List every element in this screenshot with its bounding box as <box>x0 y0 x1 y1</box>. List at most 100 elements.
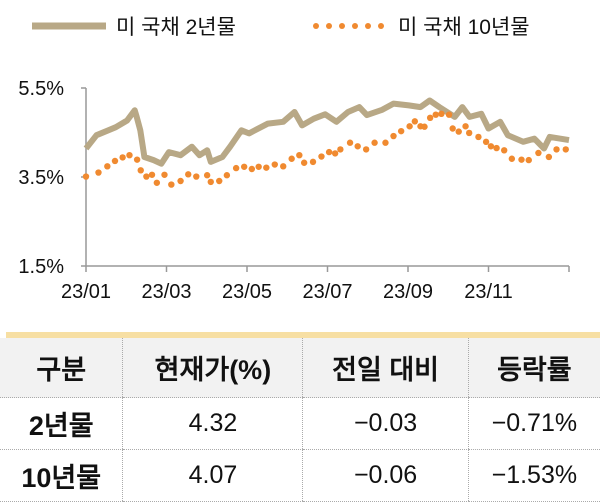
change-value: −0.03 <box>302 397 469 450</box>
table-row: 2년물 4.32 −0.03 −0.71% <box>0 397 600 450</box>
header-cell: 전일 대비 <box>302 338 469 398</box>
change-value: −0.06 <box>302 449 469 502</box>
chart-legend: 미 국채 2년물 미 국채 10년물 <box>0 10 600 42</box>
data-point-10y <box>232 164 240 172</box>
data-point-10y <box>455 128 462 135</box>
table-top-band <box>6 332 600 338</box>
data-point-10y <box>248 165 256 173</box>
y-tick-label: 1.5% <box>18 256 64 278</box>
data-point-10y <box>331 150 339 157</box>
data-point-10y <box>288 155 295 162</box>
x-tick-label: 23/07 <box>302 281 352 303</box>
data-point-10y <box>500 147 508 154</box>
data-point-10y <box>545 153 553 161</box>
data-point-10y <box>223 172 231 179</box>
data-point-10y <box>432 111 439 118</box>
data-point-10y <box>240 163 248 170</box>
data-point-10y <box>207 178 214 186</box>
data-point-10y <box>143 173 150 180</box>
data-point-10y <box>382 139 389 146</box>
data-point-10y <box>95 169 102 176</box>
legend-item-10y: 미 국채 10년물 <box>312 10 530 42</box>
data-point-10y <box>177 177 184 185</box>
x-tick-label: 23/03 <box>141 281 191 303</box>
y-tick-label: 3.5% <box>18 167 64 189</box>
x-tick-label: 23/01 <box>61 281 111 303</box>
yield-chart: 5.5% 3.5% 1.5% 23/01 23/03 23/05 23/07 23/09 23/… <box>18 78 570 303</box>
legend-label: 미 국채 2년물 <box>116 16 236 39</box>
data-point-10y <box>562 146 569 153</box>
data-point-10y <box>411 118 419 125</box>
data-point-10y <box>216 177 223 185</box>
data-point-10y <box>438 110 445 118</box>
x-tick-label: 23/09 <box>383 281 433 303</box>
data-point-10y <box>255 163 262 170</box>
data-point-10y <box>309 158 317 166</box>
data-point-10y <box>493 144 500 152</box>
data-point-10y <box>82 173 90 180</box>
data-point-10y <box>203 172 211 179</box>
data-point-10y <box>126 151 133 159</box>
data-point-10y <box>354 143 361 150</box>
x-tick-label: 23/05 <box>222 281 272 303</box>
data-point-10y <box>475 133 482 141</box>
legend-item-2y: 미 국채 2년물 <box>32 10 236 42</box>
current-value: 4.32 <box>122 397 303 450</box>
data-point-10y <box>362 146 370 153</box>
x-tick-label: 23/11 <box>464 281 513 303</box>
header-cell: 등락률 <box>467 338 600 398</box>
data-point-10y <box>337 146 344 153</box>
data-point-10y <box>487 143 495 150</box>
data-point-10y <box>280 163 287 170</box>
header-cell: 현재가(%) <box>122 338 303 398</box>
data-point-10y <box>525 156 532 164</box>
legend-line-swatch <box>32 22 106 30</box>
data-point-10y <box>449 125 456 132</box>
data-point-10y <box>465 129 473 137</box>
data-point-10y <box>325 148 333 156</box>
data-point-10y <box>271 161 278 168</box>
data-point-10y <box>406 123 413 130</box>
header-cell: 구분 <box>0 338 123 398</box>
data-point-10y <box>508 155 516 162</box>
data-point-10y <box>104 163 111 170</box>
row-label: 10년물 <box>0 449 123 502</box>
data-point-10y <box>426 114 434 122</box>
legend-dots-swatch <box>313 23 384 29</box>
y-tick-label: 5.5% <box>18 78 64 100</box>
yield-table: 구분 현재가(%) 전일 대비 등락률 2년물 4.32 −0.03 −0.71… <box>0 332 600 502</box>
series-line-2y <box>83 97 570 167</box>
table-row: 10년물 4.07 −0.06 −1.53% <box>0 449 600 502</box>
change-rate: −1.53% <box>467 449 600 502</box>
data-point-10y <box>153 179 161 186</box>
data-point-10y <box>318 153 325 160</box>
table-header-row: 구분 현재가(%) 전일 대비 등락률 <box>0 338 600 398</box>
data-point-10y <box>482 138 490 146</box>
data-point-10y <box>445 111 453 118</box>
data-point-10y <box>137 167 144 174</box>
data-point-10y <box>300 159 308 166</box>
data-point-10y <box>390 132 397 140</box>
data-point-10y <box>397 127 405 135</box>
data-point-10y <box>263 164 270 171</box>
data-point-10y <box>185 171 192 178</box>
data-point-10y <box>371 139 378 146</box>
data-point-10y <box>111 157 119 165</box>
legend-label: 미 국채 10년물 <box>398 16 530 39</box>
data-point-10y <box>535 149 542 157</box>
data-point-10y <box>421 123 428 130</box>
current-value: 4.07 <box>122 449 303 502</box>
data-point-10y <box>133 156 141 163</box>
data-point-10y <box>168 181 175 188</box>
data-point-10y <box>193 173 200 180</box>
data-point-10y <box>296 151 303 159</box>
data-point-10y <box>462 123 469 130</box>
data-point-10y <box>161 171 168 178</box>
change-rate: −0.71% <box>467 397 600 450</box>
data-point-10y <box>518 156 525 163</box>
data-point-10y <box>148 171 156 178</box>
data-point-10y <box>119 154 126 161</box>
row-label: 2년물 <box>0 397 123 450</box>
data-point-10y <box>346 139 354 146</box>
data-point-10y <box>553 146 560 153</box>
